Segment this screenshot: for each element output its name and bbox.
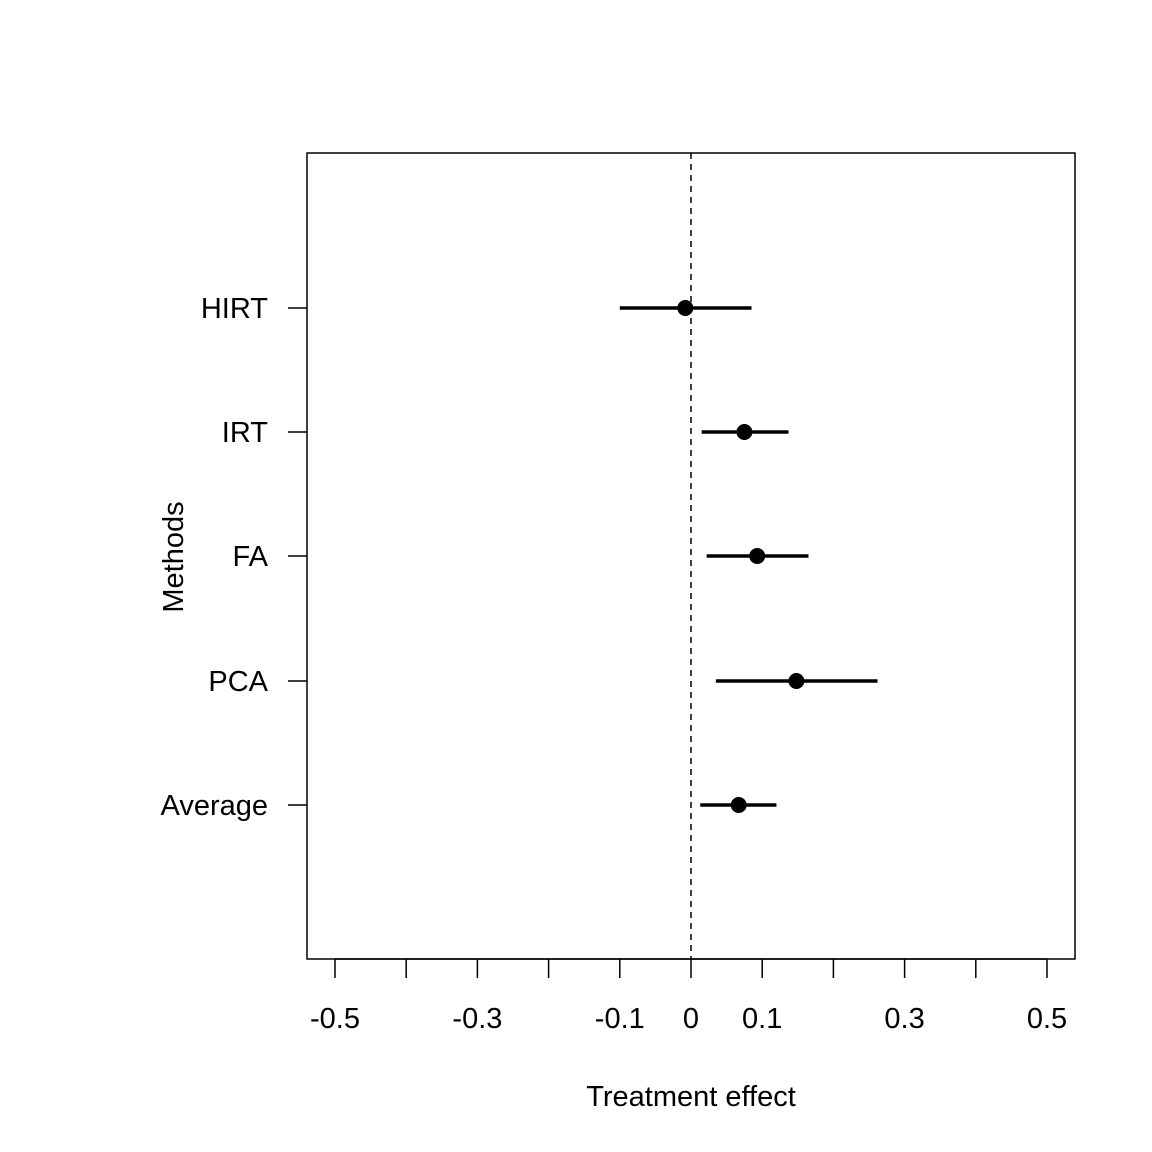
y-tick-label: FA	[233, 541, 269, 573]
y-axis-title: Methods	[158, 501, 190, 612]
point-estimate-fa	[749, 548, 766, 564]
x-tick-label: 0.5	[1027, 1003, 1067, 1035]
y-tick-label: IRT	[222, 417, 268, 449]
x-axis-title: Treatment effect	[586, 1081, 796, 1113]
y-tick-label: HIRT	[201, 293, 268, 325]
x-tick-label: -0.5	[310, 1003, 360, 1035]
point-estimate-hirt	[677, 300, 694, 316]
x-tick-label: 0.1	[742, 1003, 782, 1035]
x-tick-label: 0.3	[884, 1003, 924, 1035]
x-axis: -0.5 -0.3 -0.1 0 0.1 0.3 0.5	[310, 958, 1067, 1035]
y-tick-label: Average	[161, 790, 269, 822]
point-estimate-irt	[736, 424, 753, 440]
x-tick-label: -0.3	[452, 1003, 502, 1035]
x-tick-label: -0.1	[595, 1003, 645, 1035]
point-estimate-pca	[788, 673, 805, 689]
y-tick-label: PCA	[208, 666, 268, 698]
y-axis: HIRT IRT FA PCA Average	[161, 293, 307, 822]
x-tick-label: 0	[683, 1003, 699, 1035]
point-estimate-average	[730, 797, 747, 813]
estimate-marks	[619, 300, 878, 813]
